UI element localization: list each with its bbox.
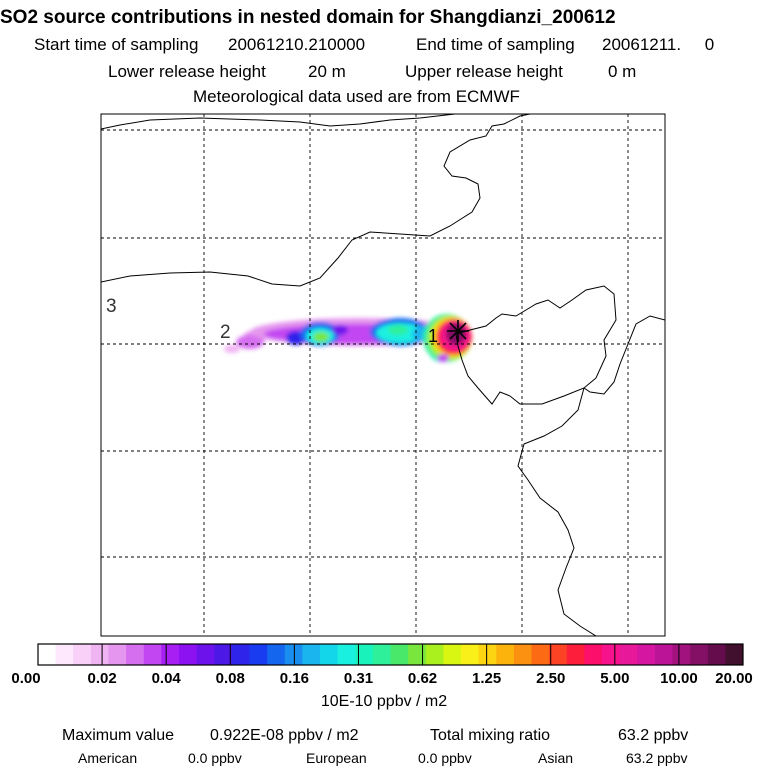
colorbar-tick-label: 0.16 [279, 670, 309, 687]
asterisk-icon [447, 320, 469, 342]
colorbar-swatch [90, 644, 109, 665]
colorbar-swatch [108, 644, 127, 665]
colorbar-swatch [443, 644, 462, 665]
american-value: 0.0 ppbv [188, 750, 242, 766]
colorbar-swatch [654, 644, 673, 665]
colorbar-tick-label: 10.00 [660, 670, 698, 687]
colorbar-frame [37, 643, 744, 666]
colorbar-swatch [267, 644, 286, 665]
colorbar-tick-label: 0.00 [11, 670, 41, 687]
american-label: American [78, 750, 138, 766]
colorbar-swatch [461, 644, 480, 665]
colorbar-swatch [196, 644, 215, 665]
colorbar-tick-label: 0.31 [343, 670, 374, 687]
region-label-1: 1 [428, 326, 438, 346]
upper-release-value: 0 m [608, 62, 637, 81]
colorbar-swatch [566, 644, 585, 665]
colorbar-swatch [707, 644, 726, 665]
colorbar-tick-label: 1.25 [472, 670, 502, 687]
colorbar-swatch [143, 644, 162, 665]
start-time-value: 20061210.210000 [228, 35, 366, 54]
colorbar-swatch [231, 644, 250, 665]
colorbar-swatch [38, 644, 57, 665]
colorbar-swatch [126, 644, 145, 665]
colorbar-swatch [602, 644, 621, 665]
colorbar-swatch [372, 644, 391, 665]
asian-value: 63.2 ppbv [626, 750, 688, 766]
colorbar-swatch [249, 644, 268, 665]
colorbar-tick-label: 0.08 [215, 670, 245, 687]
total-mixing-value: 63.2 ppbv [618, 727, 689, 744]
european-label: European [306, 750, 367, 766]
colorbar-tick-label: 2.50 [536, 670, 566, 687]
colorbar-swatch [55, 644, 74, 665]
colorbar-swatch [549, 644, 568, 665]
lower-release-value: 20 m [308, 62, 346, 81]
total-mixing-label: Total mixing ratio [430, 727, 551, 744]
start-time-label: Start time of sampling [34, 35, 199, 54]
colorbar-tick-label: 0.62 [407, 670, 438, 687]
asian-label: Asian [538, 750, 574, 766]
colorbar-swatch [725, 644, 744, 665]
colorbar-swatch [672, 644, 691, 665]
end-time-value: 20061211. 0 [602, 35, 715, 54]
colorbar-swatch [161, 644, 180, 665]
lower-release-label: Lower release height [108, 62, 266, 81]
colorbar-swatch [513, 644, 532, 665]
colorbar-swatch [478, 644, 497, 665]
colorbar-swatch [637, 644, 656, 665]
colorbar-tick-label: 0.04 [151, 670, 181, 687]
region-label-3: 3 [106, 296, 117, 317]
colorbar [37, 643, 744, 666]
grid-lines [101, 114, 665, 636]
colorbar-swatch [584, 644, 603, 665]
page-title: SO2 source contributions in nested domai… [0, 7, 616, 28]
borders [101, 114, 665, 636]
colorbar-swatch [73, 644, 92, 665]
colorbar-swatch [302, 644, 321, 665]
colorbar-swatch [531, 644, 550, 665]
colorbar-swatch [619, 644, 638, 665]
met-data-line: Meteorological data used are from ECMWF [193, 87, 520, 106]
colorbar-swatch [390, 644, 409, 665]
colorbar-swatch [179, 644, 198, 665]
colorbar-swatch [355, 644, 374, 665]
colorbar-swatch [284, 644, 303, 665]
colorbar-tick-label: 20.00 [715, 670, 753, 687]
max-value-label: Maximum value [62, 727, 175, 744]
map-frame [100, 113, 666, 637]
region-label-2: 2 [220, 322, 231, 343]
colorbar-swatch [337, 644, 356, 665]
max-value: 0.922E-08 ppbv / m2 [210, 727, 359, 744]
colorbar-swatch [408, 644, 427, 665]
colorbar-tick-label: 0.02 [87, 670, 117, 687]
colorbar-units: 10E-10 ppbv / m2 [320, 693, 448, 710]
end-time-label: End time of sampling [416, 35, 575, 54]
colorbar-swatch [496, 644, 515, 665]
colorbar-swatch [214, 644, 233, 665]
upper-release-label: Upper release height [405, 62, 563, 81]
colorbar-swatch [320, 644, 339, 665]
colorbar-swatch [425, 644, 444, 665]
colorbar-swatch [690, 644, 709, 665]
european-value: 0.0 ppbv [418, 750, 472, 766]
colorbar-tick-label: 5.00 [600, 670, 630, 687]
